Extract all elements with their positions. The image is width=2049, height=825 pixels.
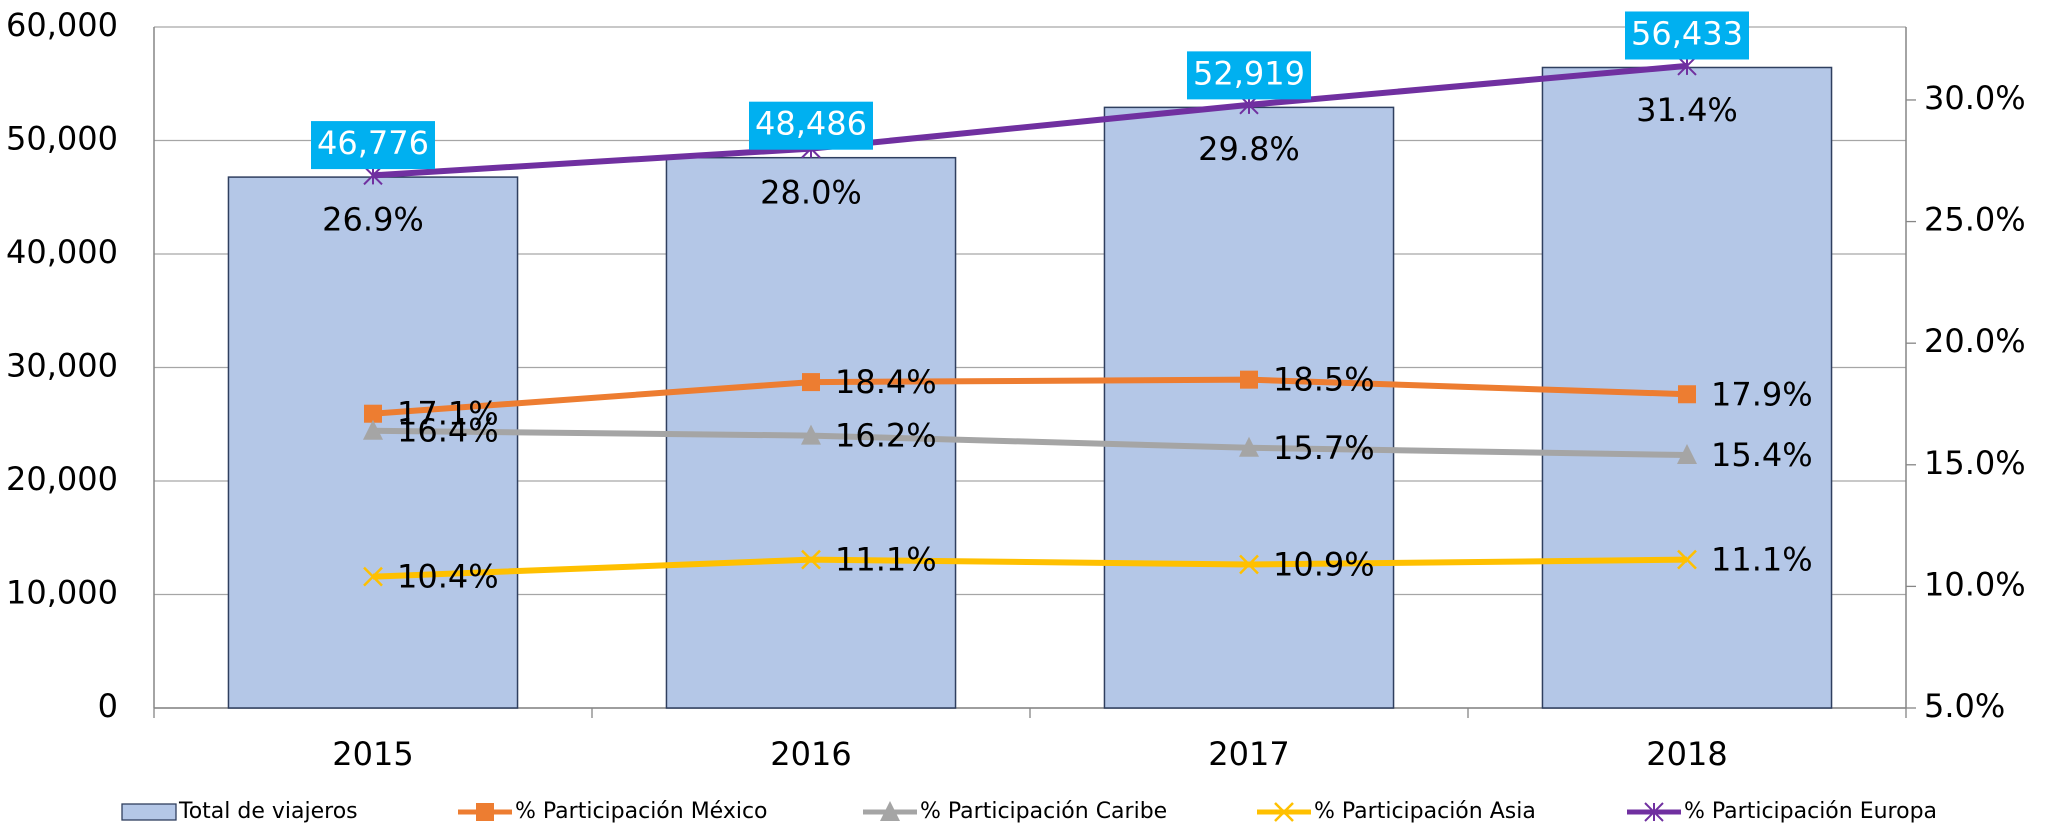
data-label-box [1625,11,1749,60]
data-label: 31.4% [1636,91,1738,129]
data-label: 15.4% [1711,436,1813,474]
data-label: 10.4% [397,558,499,596]
data-label: 10.9% [1273,546,1375,584]
data-label: 16.4% [397,412,499,450]
data-label: 17.9% [1711,375,1813,413]
marker [1677,549,1697,570]
line [372,556,1688,580]
y-tick-label: 0 [98,687,118,725]
data-label: 16.2% [835,417,937,455]
y2-tick-label: 5.0% [1924,687,2005,725]
data-label: 29.8% [1198,130,1300,168]
marker [363,165,383,186]
marker [1677,56,1697,76]
data-label: 48,486 [755,105,867,143]
legend-label: % Participación Asia [1314,799,1536,824]
marker [802,373,820,392]
legend-label: % Participación Caribe [920,799,1167,824]
y-tick-label: 10,000 [6,574,118,612]
x-tick-label: 2016 [770,735,851,773]
y2-tick-label: 10.0% [1924,565,2026,603]
marker [1239,554,1259,575]
legend-label: % Participación México [515,799,768,824]
marker [880,801,900,821]
line [372,427,1688,459]
y-tick-label: 20,000 [6,460,118,498]
line [372,62,1688,179]
data-label: 15.7% [1273,429,1375,467]
y2-tick-label: 25.0% [1924,201,2026,239]
data-label: 52,919 [1193,54,1305,92]
data-label: 17.1% [397,395,499,433]
marker [363,419,383,440]
marker [364,404,382,423]
y2-tick-label: 15.0% [1924,444,2026,482]
marker [1678,385,1696,404]
x-tick-label: 2018 [1646,735,1727,773]
data-label: 46,776 [317,124,429,162]
y2-tick-label: 30.0% [1924,79,2026,117]
data-label: 56,433 [1631,14,1743,52]
marker [1239,436,1259,457]
marker [363,566,383,587]
data-label: 11.1% [1711,541,1813,579]
data-label-box [311,121,435,170]
data-label-box [1187,51,1311,100]
marker [476,803,494,821]
marker [1274,802,1294,822]
x-tick-label: 2017 [1208,735,1289,773]
data-label: 26.9% [322,200,424,238]
legend-swatch [121,803,177,821]
legend-label: % Participación Europa [1684,799,1937,824]
data-label: 11.1% [835,541,937,579]
marker [801,549,821,570]
x-tick-label: 2015 [332,735,413,773]
data-label-box [749,101,873,150]
y2-tick-label: 20.0% [1924,322,2026,360]
y-tick-label: 60,000 [6,6,118,44]
marker [801,424,821,445]
marker [1240,370,1258,389]
y-tick-label: 50,000 [6,120,118,158]
data-label: 18.4% [835,363,937,401]
legend-label: Total de viajeros [178,799,358,824]
y-tick-label: 30,000 [6,347,118,385]
line [372,376,1688,417]
marker [1677,444,1697,465]
marker [1644,802,1664,822]
data-label: 18.5% [1273,361,1375,399]
bar [1103,106,1395,709]
bar [227,176,519,709]
y-tick-label: 40,000 [6,233,118,271]
data-label: 28.0% [760,174,862,212]
